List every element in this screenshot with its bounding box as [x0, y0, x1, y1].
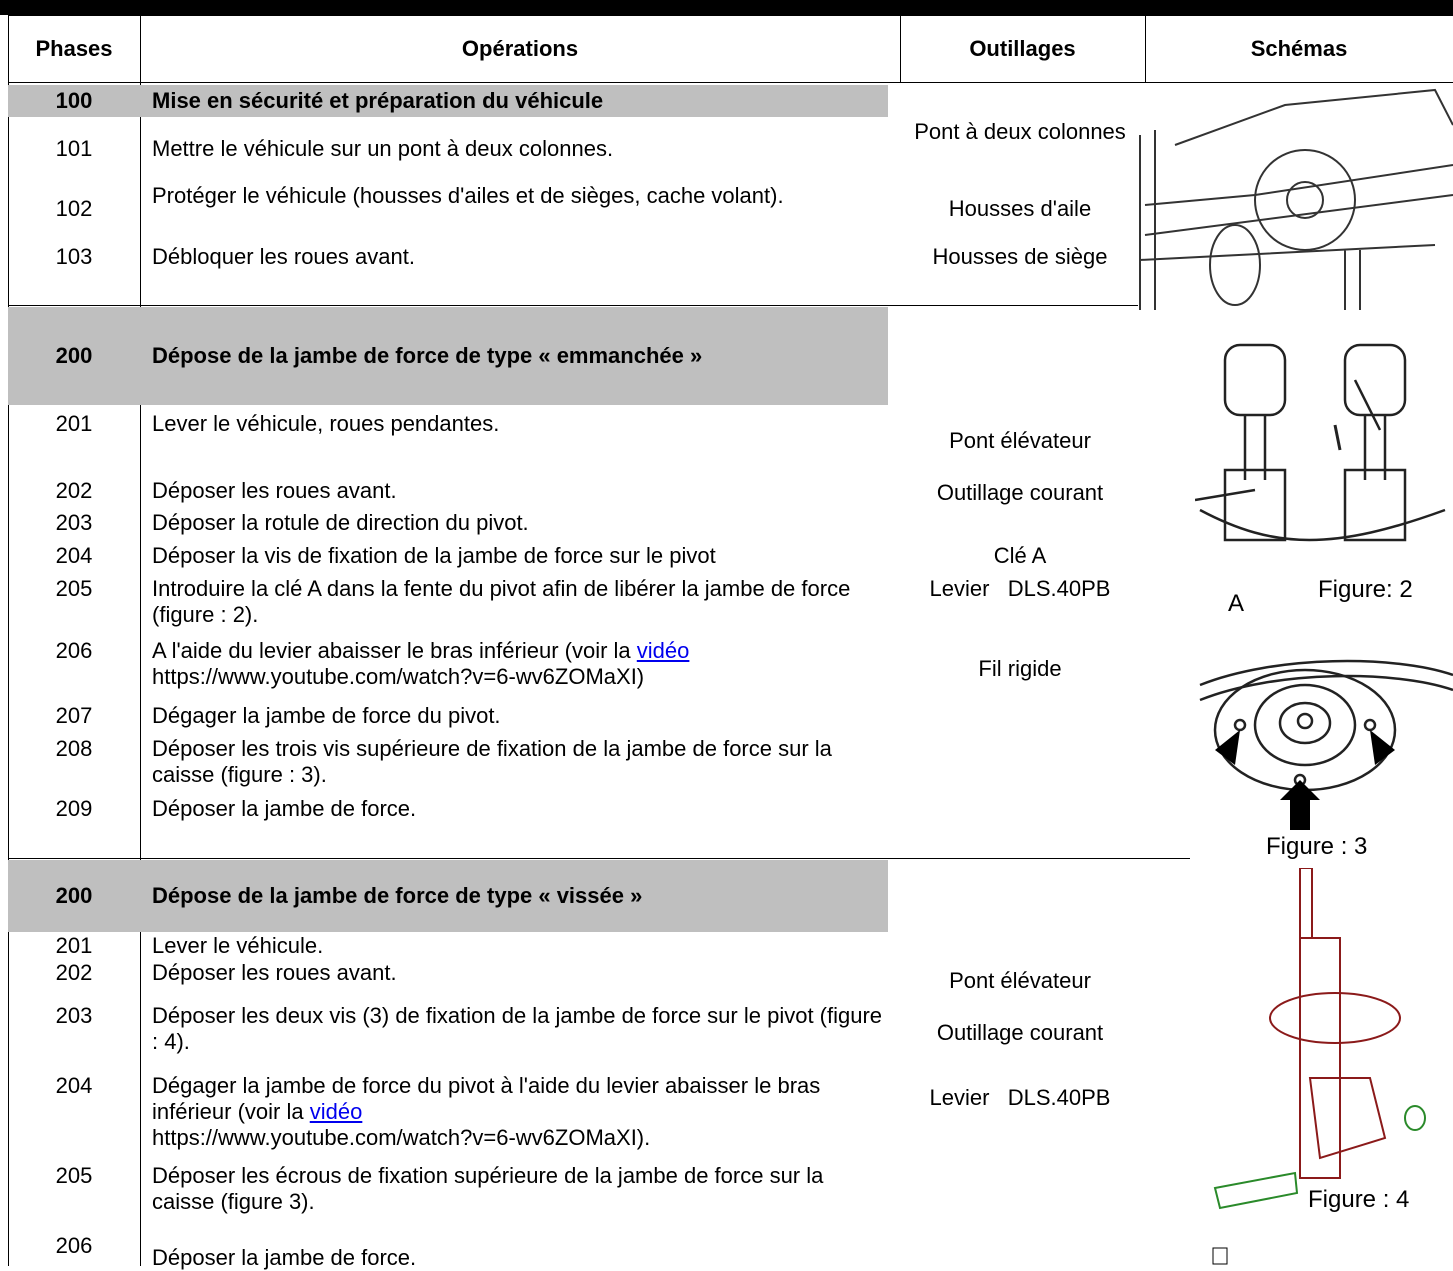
operation-text: Lever le véhicule, roues pendantes.	[152, 411, 500, 436]
video-link[interactable]: vidéo	[636, 638, 690, 663]
operation: Déposer les roues avant.	[152, 960, 887, 986]
operation-text: Déposer la vis de fixation de la jambe d…	[152, 543, 716, 568]
phase-number: 103	[55, 244, 93, 269]
tool: Outillage courant	[936, 1020, 1104, 1045]
figure-caption: Figure : 3	[1266, 833, 1386, 861]
figure-top-mount	[1199, 659, 1453, 830]
phase-number: 204	[55, 1073, 93, 1098]
tool: Pont élévateur	[949, 428, 1091, 453]
operation: Dégager la jambe de force du pivot à l'a…	[152, 1073, 887, 1151]
figure-caption: A	[1228, 590, 1258, 618]
phase-number: 203	[55, 1003, 93, 1028]
tool: Clé A	[993, 543, 1047, 568]
operation: Introduire la clé A dans la fente du piv…	[152, 576, 887, 628]
video-link[interactable]: vidéo	[309, 1099, 363, 1124]
operation-text: Mettre le véhicule sur un pont à deux co…	[152, 136, 614, 161]
phase-number: 203	[55, 510, 93, 535]
operation-text: Déposer les écrous de fixation supérieur…	[152, 1163, 824, 1214]
operation: Déposer les roues avant.	[152, 478, 887, 504]
phase-number: 102	[55, 196, 93, 221]
phase-number: 205	[55, 1163, 93, 1188]
operation: Débloquer les roues avant.	[152, 244, 887, 270]
operation-url: https://www.youtube.com/watch?v=6-wv6ZOM…	[152, 1125, 651, 1150]
phase-number: 208	[55, 736, 93, 761]
operation-text: Introduire la clé A dans la fente du piv…	[152, 576, 851, 627]
tool: Fil rigide	[978, 656, 1062, 681]
phase-number: 205	[55, 576, 93, 601]
tool: Levier DLS.40PB	[929, 576, 1111, 601]
operation-text: Déposer la rotule de direction du pivot.	[152, 510, 529, 535]
operation-text: Déposer les roues avant.	[152, 960, 397, 985]
operation: Dégager la jambe de force du pivot.	[152, 703, 887, 729]
operation-text: Déposer la jambe de force.	[152, 1245, 417, 1270]
column-header: Schémas	[1250, 36, 1348, 61]
operation-text: Dégager la jambe de force du pivot.	[152, 703, 501, 728]
column-header: Outillages	[969, 36, 1076, 61]
figure-caption: Figure: 2	[1318, 576, 1438, 604]
phase-number: 209	[55, 796, 93, 821]
operation: Mettre le véhicule sur un pont à deux co…	[152, 136, 887, 162]
phase-number: 202	[55, 478, 93, 503]
operation: Déposer les trois vis supérieure de fixa…	[152, 736, 887, 788]
figure-car-lift	[1139, 88, 1453, 310]
figure-strut	[1212, 868, 1426, 1265]
operation: Lever le véhicule.	[152, 933, 887, 959]
operation: Lever le véhicule, roues pendantes.	[152, 411, 887, 437]
tool: Levier DLS.40PB	[929, 1085, 1111, 1110]
section-bar	[8, 85, 888, 117]
column-header: Phases	[35, 36, 113, 61]
operation-text: Déposer les trois vis supérieure de fixa…	[152, 736, 832, 787]
section-bar	[8, 860, 888, 932]
operation-text: Déposer les roues avant.	[152, 478, 397, 503]
section-title: Dépose de la jambe de force de type « vi…	[152, 883, 643, 908]
operation: Déposer la rotule de direction du pivot.	[152, 510, 887, 536]
operation-text: Protéger le véhicule (housses d'ailes et…	[152, 183, 784, 208]
operation: Protéger le véhicule (housses d'ailes et…	[152, 183, 887, 209]
section-title: Mise en sécurité et préparation du véhic…	[152, 88, 604, 113]
column-header: Opérations	[461, 36, 579, 61]
top-bar	[0, 0, 1453, 15]
operation: A l'aide du levier abaisser le bras infé…	[152, 638, 887, 690]
operation: Déposer les deux vis (3) de fixation de …	[152, 1003, 887, 1055]
operation: Déposer la jambe de force.	[152, 796, 887, 822]
phase-number: 207	[55, 703, 93, 728]
operation-text: Lever le véhicule.	[152, 933, 324, 958]
phase-number: 201	[55, 411, 93, 436]
section-bar	[8, 307, 888, 405]
figure-caption: Figure : 4	[1308, 1186, 1438, 1214]
section-phase: 100	[55, 88, 93, 113]
phase-number: 206	[55, 638, 93, 663]
tool: Housses d'aile	[948, 196, 1092, 221]
operation-url: https://www.youtube.com/watch?v=6-wv6ZOM…	[152, 664, 645, 689]
operation-text: Déposer la jambe de force.	[152, 796, 417, 821]
phase-number: 201	[55, 933, 93, 958]
operation-text: Débloquer les roues avant.	[152, 244, 415, 269]
phase-number: 206	[55, 1233, 93, 1258]
tool: Housses de siège	[932, 244, 1108, 269]
operation: Déposer la vis de fixation de la jambe d…	[152, 543, 887, 569]
operation: Déposer les écrous de fixation supérieur…	[152, 1163, 887, 1215]
tool: Pont élévateur	[949, 968, 1091, 993]
operation-text: Dégager la jambe de force du pivot à l'a…	[152, 1073, 821, 1124]
section-phase: 200	[55, 883, 93, 908]
operation: Déposer la jambe de force.	[152, 1245, 887, 1271]
figure-strut-key	[1195, 343, 1446, 542]
tool: Pont à deux colonnes	[914, 119, 1126, 144]
section-phase: 200	[55, 343, 93, 368]
phase-number: 101	[55, 136, 93, 161]
tool: Outillage courant	[936, 480, 1104, 505]
phase-number: 202	[55, 960, 93, 985]
phase-number: 204	[55, 543, 93, 568]
operation-text: A l'aide du levier abaisser le bras infé…	[152, 638, 631, 663]
section-title: Dépose de la jambe de force de type « em…	[152, 343, 703, 368]
operation-text: Déposer les deux vis (3) de fixation de …	[152, 1003, 883, 1054]
